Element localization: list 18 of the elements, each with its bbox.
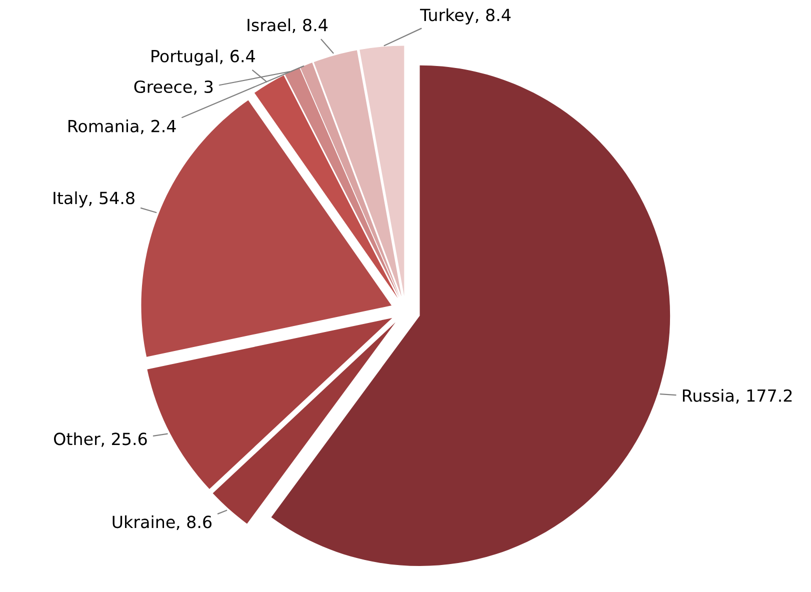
slice-label: Turkey xyxy=(420,8,474,24)
data-label: , 8.4 xyxy=(292,18,328,34)
data-label: , 54.8 xyxy=(89,192,134,206)
data-label: , 8.6 xyxy=(176,516,212,530)
slice-label: Other xyxy=(54,432,100,446)
data-label: , 2.4 xyxy=(140,120,176,134)
slice-label: Italy xyxy=(54,191,88,208)
data-label: , 3 xyxy=(194,80,213,95)
slice-label: Greece xyxy=(134,80,192,94)
slice-label: Israel xyxy=(248,18,290,32)
slice-label: Romania xyxy=(68,120,138,132)
slice-label: Portugal xyxy=(152,50,218,66)
data-label: , 6.4 xyxy=(220,50,255,64)
data-label: , 8.4 xyxy=(476,8,511,23)
data-label: , 177.2 xyxy=(736,389,792,404)
data-label: , 25.6 xyxy=(101,432,147,447)
slice-label: Russia xyxy=(682,389,734,402)
slice-label: Ukraine xyxy=(112,515,175,528)
